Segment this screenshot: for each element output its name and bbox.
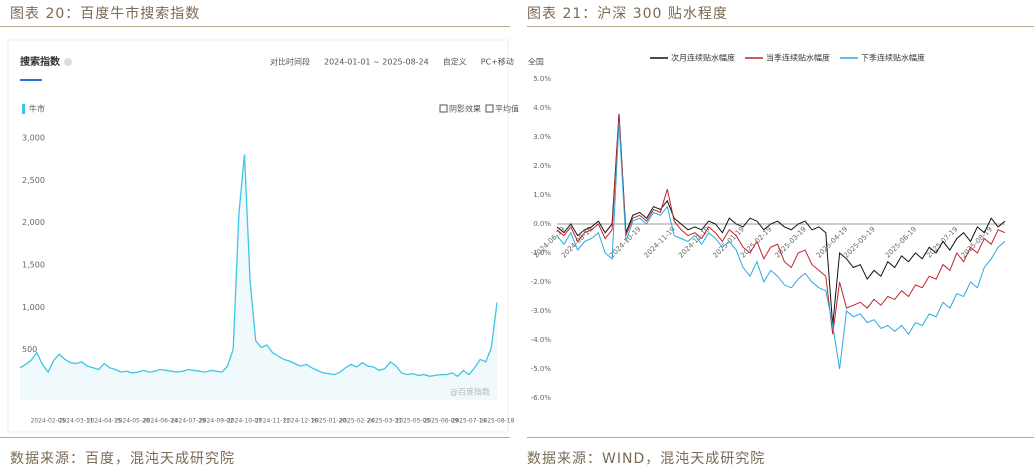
x-tick-label: 2024-04-15 [87, 418, 122, 425]
y-tick-label: 1,500 [22, 260, 45, 269]
rule [0, 437, 510, 438]
x-tick-label: 2024-09-02 [199, 418, 234, 425]
search-tab: 搜索指数 [20, 55, 61, 68]
source-note: 数据来源：WIND，混沌天成研究院 [527, 451, 766, 467]
x-tick-label: 2025-02-24 [339, 418, 374, 425]
rule [0, 26, 510, 27]
x-tick-label: 2025-01-20 [311, 418, 346, 425]
y-tick-label: -6.0% [531, 394, 552, 402]
series-line [556, 122, 1006, 370]
option-label: 平均值 [495, 104, 519, 114]
y-tick-label: 500 [22, 345, 37, 354]
legend-label: 次月连续贴水幅度 [671, 53, 735, 63]
checkbox [439, 104, 448, 113]
y-tick-label: 2,000 [22, 218, 45, 227]
x-tick-label: 2024-05-20 [115, 418, 150, 425]
y-tick-label: -1.0% [531, 249, 552, 257]
x-tick-label: 2025-06-19 [884, 225, 918, 259]
y-tick-label: -4.0% [531, 336, 552, 344]
x-tick-label: 2025-03-19 [774, 225, 808, 259]
x-tick-label: 2024-12-16 [283, 418, 318, 425]
x-tick-label: 2024-06-24 [143, 418, 178, 425]
x-tick-label: 2025-03-31 [367, 418, 402, 425]
toolbar-item: 2024-01-01 ~ 2025-08-24 [324, 58, 429, 67]
option-label: 阴影效果 [449, 104, 481, 114]
y-tick-label: -5.0% [531, 365, 552, 373]
y-tick-label: 5.0% [533, 75, 551, 83]
series-line [19, 154, 498, 378]
y-tick-label: 3,000 [22, 133, 45, 142]
x-tick-label: 2024-02-05 [31, 418, 66, 425]
toolbar-item: 全国 [528, 57, 544, 67]
figure-title: 图表 21：沪深 300 贴水程度 [527, 6, 728, 22]
y-tick-label: 0.0% [533, 220, 551, 228]
source-note: 数据来源：百度，混沌天成研究院 [10, 451, 235, 467]
x-tick-label: 2025-07-14 [452, 418, 487, 425]
checkbox [485, 104, 494, 113]
rule [527, 437, 1034, 438]
y-tick-label: 1,000 [22, 303, 45, 312]
legend-swatch [22, 104, 25, 114]
toolbar-item: 自定义 [443, 57, 467, 67]
y-tick-label: -2.0% [531, 278, 552, 286]
x-tick-label: 2024-07-29 [171, 418, 206, 425]
y-tick-label: 2.0% [533, 162, 551, 170]
x-tick-label: 2025-05-05 [395, 418, 430, 425]
y-tick-label: -3.0% [531, 307, 552, 315]
watermark: @百度指数 [450, 387, 490, 397]
legend-label: 下季连续贴水幅度 [861, 53, 925, 63]
x-tick-label: 2024-03-11 [59, 418, 94, 425]
x-tick-label: 2025-06-09 [423, 418, 458, 425]
y-tick-label: 2,500 [22, 176, 45, 185]
rule [527, 26, 1034, 27]
tab-underline [20, 79, 42, 81]
x-tick-label: 2024-10-07 [227, 418, 262, 425]
area [20, 154, 497, 400]
x-tick-label: 2025-08-18 [480, 418, 515, 425]
x-tick-label: 2024-11-19 [643, 225, 677, 259]
legend-label: 当季连续贴水幅度 [766, 53, 830, 63]
toolbar-item: PC+移动 [481, 57, 514, 67]
legend-label: 牛市 [29, 104, 45, 114]
toolbar-item: 对比时间段 [270, 57, 310, 67]
x-tick-label: 2024-11-11 [255, 418, 290, 425]
series-line [556, 113, 1006, 335]
y-tick-label: 1.0% [533, 191, 551, 199]
y-tick-label: 4.0% [533, 104, 551, 112]
help-icon [64, 58, 72, 66]
figure-title: 图表 20：百度牛市搜索指数 [10, 6, 201, 22]
series-line [556, 113, 1006, 326]
y-tick-label: 3.0% [533, 133, 551, 141]
